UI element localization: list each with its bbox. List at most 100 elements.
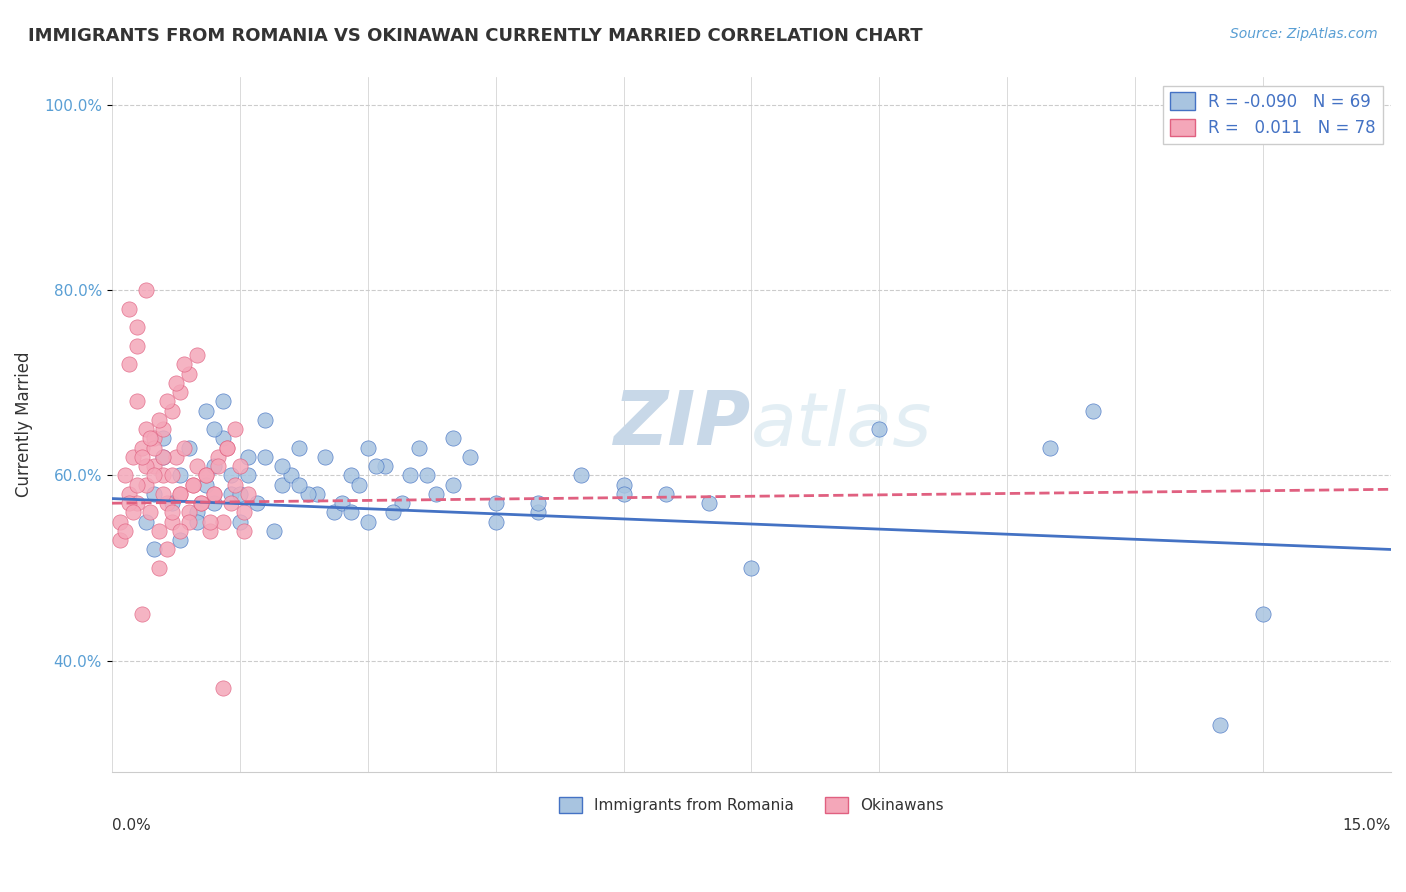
Point	[156, 394, 179, 409]
Point	[148, 561, 170, 575]
Point	[190, 496, 212, 510]
Point	[229, 515, 252, 529]
Point	[527, 496, 550, 510]
Point	[110, 533, 132, 548]
Point	[177, 441, 200, 455]
Point	[211, 681, 233, 696]
Point	[118, 301, 141, 316]
Point	[868, 422, 890, 436]
Point	[569, 468, 592, 483]
Point	[152, 468, 174, 483]
Point	[238, 450, 260, 464]
Point	[202, 422, 225, 436]
Point	[330, 496, 353, 510]
Point	[215, 441, 238, 455]
Point	[425, 487, 447, 501]
Point	[356, 515, 378, 529]
Point	[198, 524, 221, 538]
Point	[152, 431, 174, 445]
Point	[416, 468, 439, 483]
Point	[280, 468, 302, 483]
Point	[198, 515, 221, 529]
Point	[152, 422, 174, 436]
Point	[382, 505, 405, 519]
Text: 15.0%: 15.0%	[1343, 818, 1391, 833]
Point	[224, 477, 246, 491]
Point	[169, 524, 191, 538]
Point	[1251, 607, 1274, 622]
Point	[211, 394, 233, 409]
Point	[139, 431, 162, 445]
Point	[143, 542, 166, 557]
Point	[1039, 441, 1062, 455]
Point	[288, 441, 311, 455]
Point	[202, 487, 225, 501]
Point	[143, 459, 166, 474]
Point	[458, 450, 481, 464]
Point	[143, 468, 166, 483]
Point	[177, 367, 200, 381]
Point	[254, 413, 277, 427]
Point	[152, 450, 174, 464]
Point	[186, 505, 208, 519]
Point	[374, 459, 396, 474]
Text: 0.0%: 0.0%	[112, 818, 150, 833]
Point	[122, 505, 145, 519]
Point	[233, 524, 256, 538]
Point	[211, 431, 233, 445]
Point	[207, 450, 229, 464]
Point	[190, 496, 212, 510]
Point	[366, 459, 388, 474]
Point	[152, 487, 174, 501]
Point	[131, 450, 153, 464]
Point	[219, 468, 242, 483]
Point	[156, 542, 179, 557]
Point	[135, 459, 157, 474]
Point	[202, 496, 225, 510]
Point	[612, 477, 634, 491]
Point	[181, 477, 204, 491]
Point	[160, 403, 183, 417]
Point	[156, 496, 179, 510]
Text: atlas: atlas	[751, 389, 932, 460]
Point	[194, 468, 217, 483]
Point	[202, 487, 225, 501]
Point	[219, 487, 242, 501]
Point	[135, 477, 157, 491]
Point	[655, 487, 678, 501]
Point	[391, 496, 413, 510]
Point	[339, 505, 361, 519]
Point	[118, 357, 141, 371]
Point	[131, 607, 153, 622]
Point	[229, 487, 252, 501]
Point	[173, 441, 195, 455]
Point	[169, 487, 191, 501]
Point	[211, 515, 233, 529]
Point	[233, 505, 256, 519]
Point	[114, 524, 136, 538]
Point	[148, 524, 170, 538]
Point	[143, 431, 166, 445]
Point	[139, 505, 162, 519]
Point	[143, 441, 166, 455]
Point	[288, 477, 311, 491]
Point	[194, 468, 217, 483]
Point	[527, 505, 550, 519]
Point	[271, 477, 294, 491]
Point	[169, 533, 191, 548]
Point	[484, 515, 506, 529]
Point	[194, 403, 217, 417]
Point	[484, 496, 506, 510]
Point	[177, 505, 200, 519]
Point	[165, 450, 187, 464]
Point	[224, 422, 246, 436]
Point	[207, 459, 229, 474]
Legend: Immigrants from Romania, Okinawans: Immigrants from Romania, Okinawans	[553, 791, 949, 820]
Point	[127, 339, 149, 353]
Point	[181, 477, 204, 491]
Point	[740, 561, 762, 575]
Point	[127, 477, 149, 491]
Point	[127, 496, 149, 510]
Point	[135, 515, 157, 529]
Point	[148, 413, 170, 427]
